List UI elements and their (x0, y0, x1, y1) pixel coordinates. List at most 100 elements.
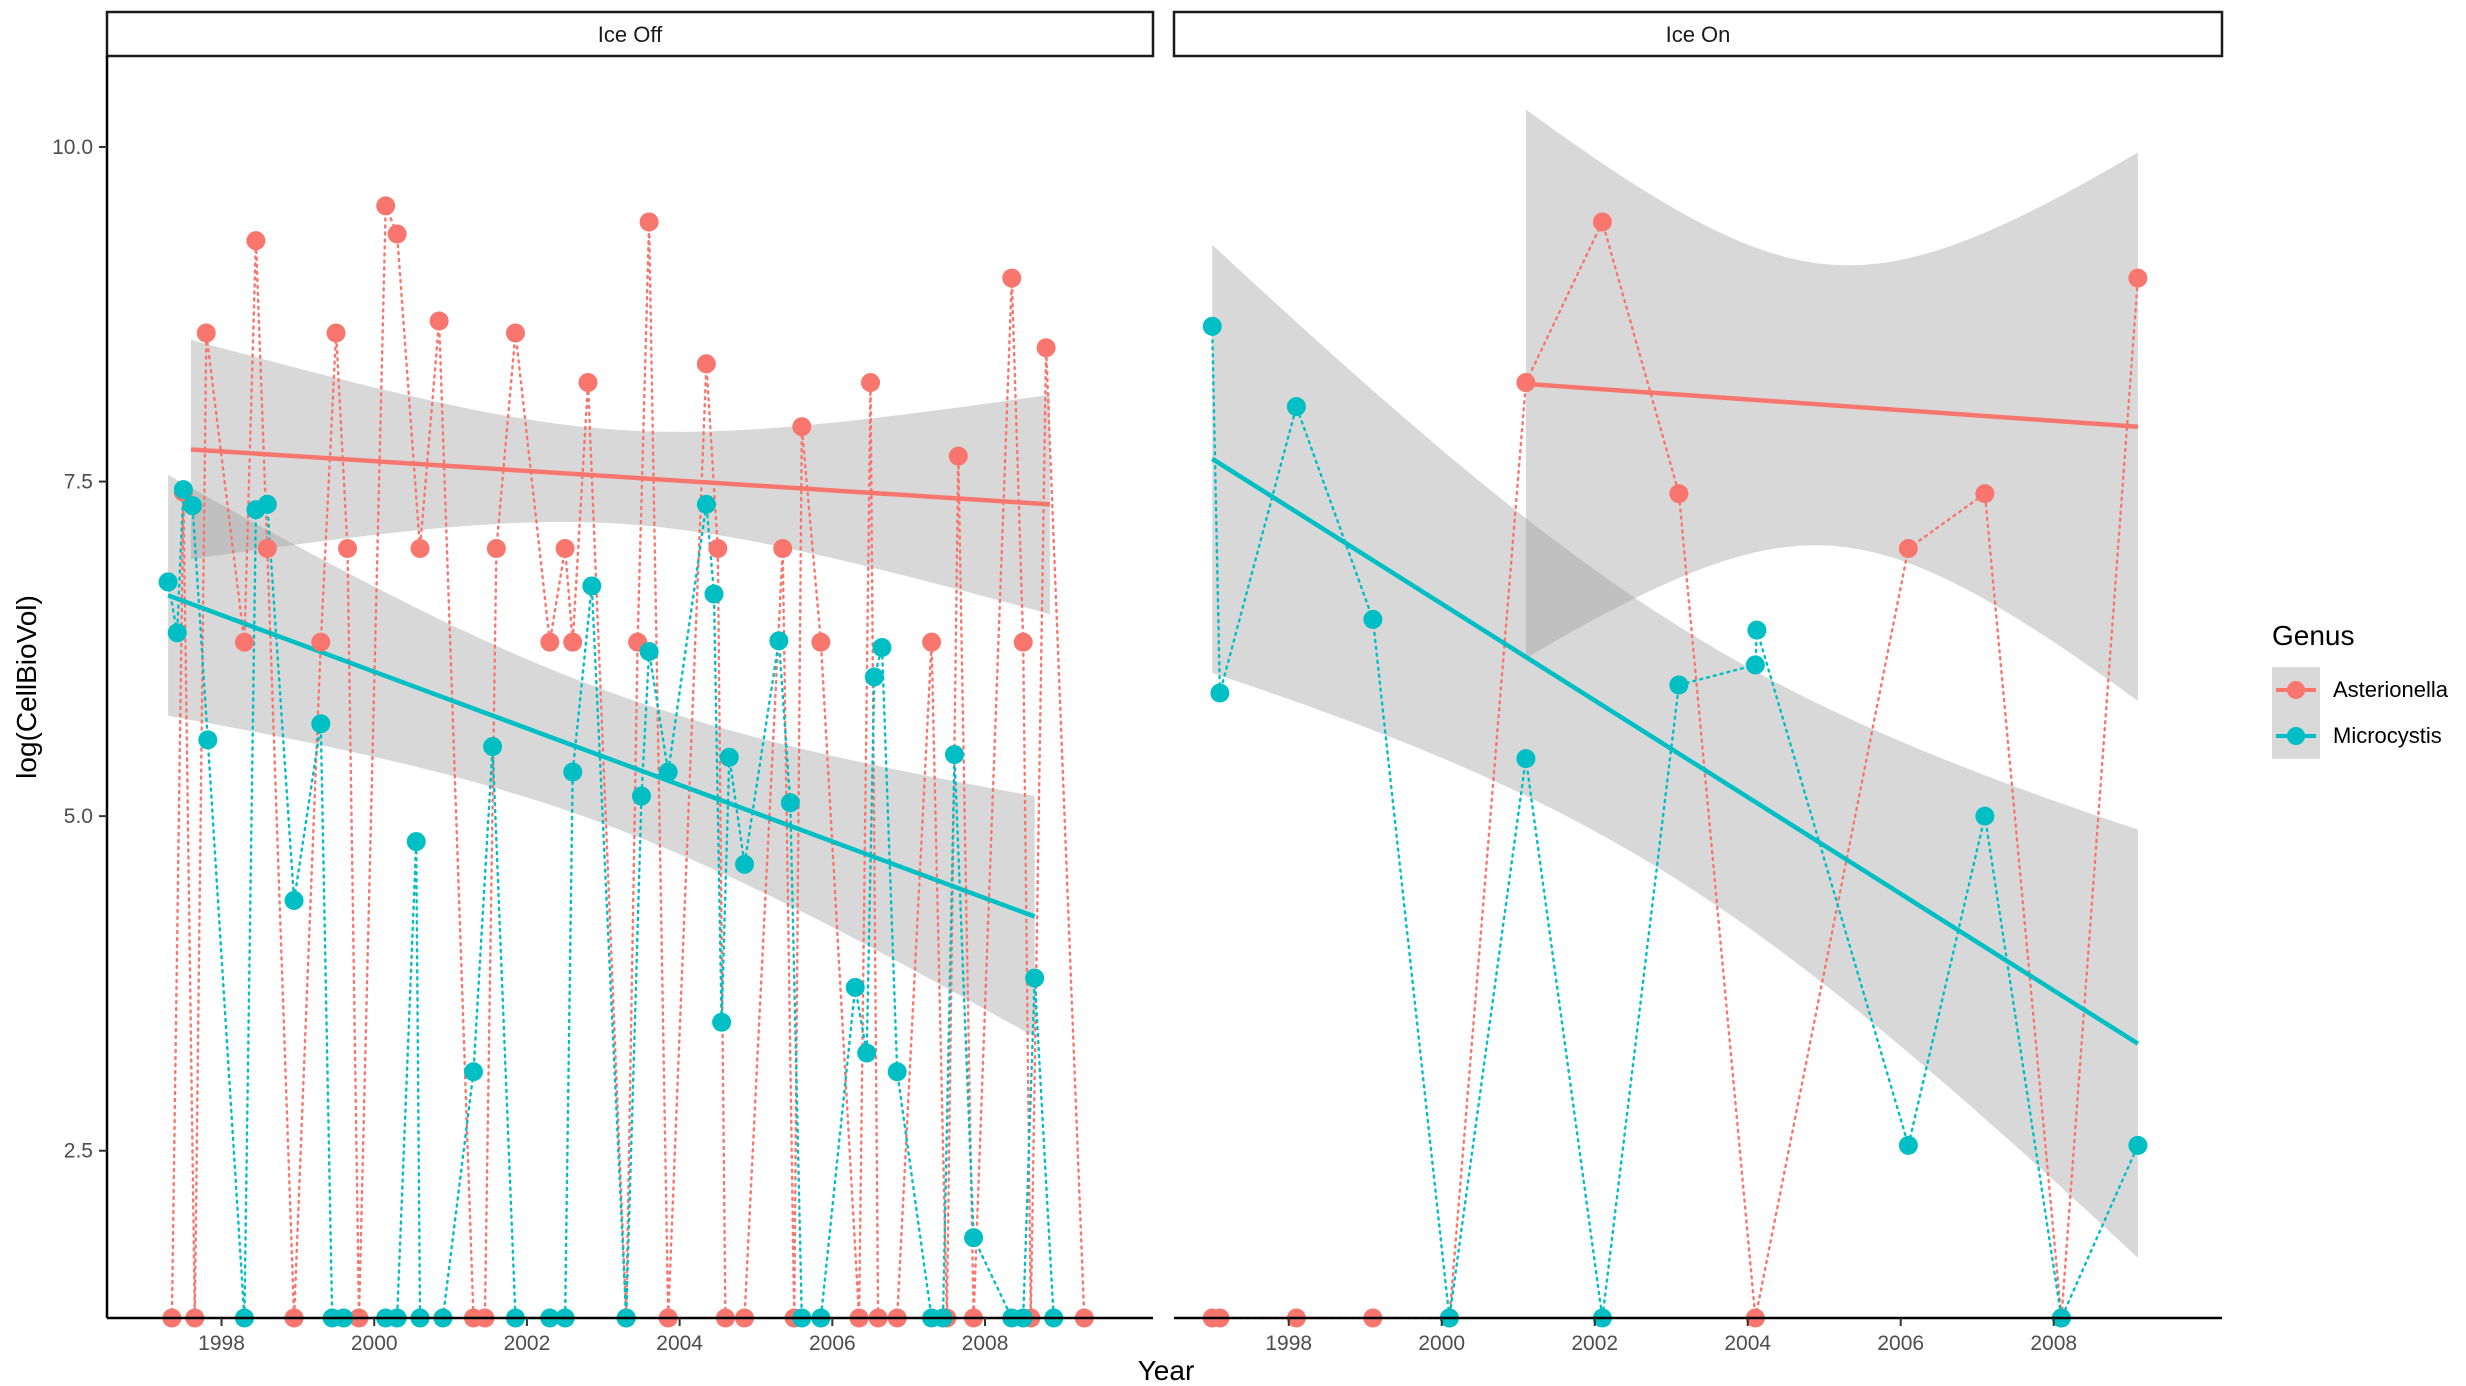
x-tick-label: 2002 (504, 1332, 551, 1355)
x-tick-label: 2004 (1724, 1332, 1771, 1355)
point-asterionella (708, 538, 728, 558)
strip-label: Ice On (1666, 22, 1731, 47)
point-asterionella (311, 632, 331, 652)
legend-item-microcystis: Microcystis (2272, 713, 2442, 759)
point-microcystis (406, 832, 426, 852)
strip-label: Ice Off (598, 22, 663, 47)
point-asterionella (578, 373, 598, 393)
point-microcystis (696, 494, 716, 514)
point-microcystis (1975, 806, 1995, 826)
point-microcystis (198, 730, 218, 750)
point-microcystis (463, 1062, 483, 1082)
x-tick-label: 2008 (962, 1332, 1009, 1355)
panel-ice-on: Ice On 1998 2000 2002 2004 2006 2008 (1172, 10, 2224, 1355)
point-microcystis (483, 737, 503, 757)
point-microcystis (284, 890, 304, 910)
point-microcystis (257, 494, 277, 514)
point-microcystis (944, 745, 964, 765)
point-microcystis (631, 786, 651, 806)
point-microcystis (719, 747, 739, 767)
point-asterionella (376, 196, 396, 216)
point-asterionella (555, 538, 575, 558)
point-microcystis (780, 793, 800, 813)
point-asterionella (540, 632, 560, 652)
trend-lines (1211, 381, 2140, 1046)
point-asterionella (1898, 538, 1918, 558)
legend-key-point (2287, 727, 2305, 745)
point-microcystis (1286, 397, 1306, 417)
legend-key-point (2287, 681, 2305, 699)
point-asterionella (196, 323, 216, 343)
point-microcystis (582, 576, 602, 596)
series-line-microcystis (166, 485, 1055, 1320)
point-asterionella (861, 373, 881, 393)
point-asterionella (234, 632, 254, 652)
point-microcystis (712, 1012, 732, 1032)
point-asterionella (696, 354, 716, 374)
point-microcystis (1210, 683, 1230, 703)
point-asterionella (326, 323, 346, 343)
point-microcystis (857, 1043, 877, 1063)
y-tick-label: 7.5 (64, 471, 93, 494)
point-microcystis (845, 977, 865, 997)
point-asterionella (948, 446, 968, 466)
point-asterionella (922, 632, 942, 652)
trend-line-microcystis (1211, 456, 2140, 1046)
x-tick-label: 2006 (1877, 1332, 1924, 1355)
x-axis-title: Year (1138, 1355, 1195, 1386)
strip-background (1172, 10, 2224, 58)
series-line-microcystis (1211, 325, 2140, 1323)
x-tick-label: 2004 (656, 1332, 703, 1355)
legend-label: Microcystis (2333, 723, 2442, 748)
point-asterionella (505, 323, 525, 343)
point-microcystis (872, 638, 892, 658)
point-microcystis (864, 667, 884, 687)
point-asterionella (1592, 212, 1612, 232)
y-tick-label: 10.0 (52, 136, 93, 159)
point-asterionella (1975, 484, 1995, 504)
point-asterionella (811, 632, 831, 652)
panel-ice-off: Ice Off 1998 2000 2002 2004 2006 2008 2.5 5.0 7… (52, 10, 1155, 1355)
point-asterionella (338, 538, 358, 558)
x-tick-label: 2006 (809, 1332, 856, 1355)
legend-title: Genus (2272, 620, 2355, 651)
y-axis-title: log(CellBioVol) (11, 595, 42, 779)
data-points (158, 196, 1094, 1328)
point-asterionella (410, 538, 430, 558)
trend-line-asterionella (190, 447, 1051, 507)
point-asterionella (429, 311, 449, 331)
point-microcystis (639, 642, 659, 662)
x-tick-label: 2002 (1571, 1332, 1618, 1355)
x-tick-label: 1998 (198, 1332, 245, 1355)
y-axis-ticks: 2.5 5.0 7.5 10.0 (52, 136, 107, 1163)
point-microcystis (1898, 1135, 1918, 1155)
point-asterionella (1002, 268, 1022, 288)
point-microcystis (1363, 609, 1383, 629)
point-asterionella (1036, 338, 1056, 358)
point-microcystis (1747, 620, 1767, 640)
trend-line-microcystis (167, 593, 1036, 919)
trend-lines (167, 447, 1051, 919)
point-microcystis (311, 714, 331, 734)
legend: Genus Asterionella Microcystis (2272, 620, 2449, 759)
point-asterionella (486, 538, 506, 558)
x-tick-label: 2000 (351, 1332, 398, 1355)
point-microcystis (704, 584, 724, 604)
point-microcystis (1745, 655, 1765, 675)
point-asterionella (1013, 632, 1033, 652)
point-microcystis (183, 496, 203, 516)
legend-label: Asterionella (2333, 677, 2449, 702)
legend-item-asterionella: Asterionella (2272, 667, 2449, 713)
x-tick-label: 2008 (2030, 1332, 2077, 1355)
point-microcystis (173, 480, 193, 500)
point-asterionella (639, 212, 659, 232)
x-axis-ticks: 1998 2000 2002 2004 2006 2008 (1265, 1318, 2077, 1355)
point-asterionella (387, 224, 407, 244)
y-tick-label: 2.5 (64, 1140, 93, 1163)
point-microcystis (1025, 968, 1045, 988)
point-microcystis (1516, 749, 1536, 769)
point-asterionella (773, 538, 793, 558)
point-microcystis (769, 631, 789, 651)
point-microcystis (158, 572, 178, 592)
point-microcystis (1669, 675, 1689, 695)
